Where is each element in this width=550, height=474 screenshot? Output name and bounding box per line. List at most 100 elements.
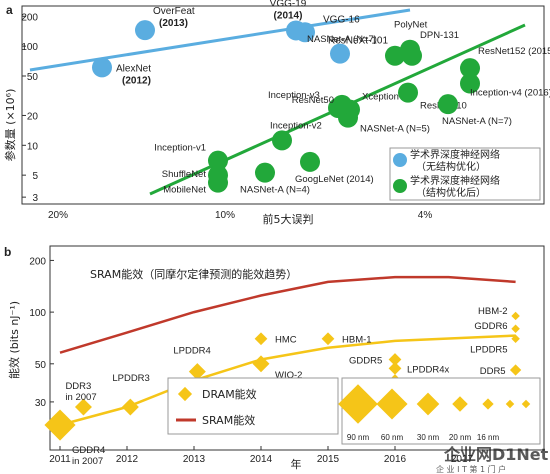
a-ytick-label: 200: [21, 12, 38, 23]
legend-sram-label: SRAM能效: [202, 413, 255, 427]
legend-blue-label: 学术界深度神经网络（无结构优化）: [410, 148, 500, 173]
green-point-label: ShuffleNet: [162, 169, 207, 180]
node-size-marker: [505, 399, 515, 409]
blue-point-year: (2014): [274, 10, 303, 21]
b-ytick-label: 100: [29, 308, 46, 319]
green-point: [300, 151, 320, 172]
dram-point: [44, 409, 76, 441]
green-point: [208, 150, 228, 171]
dram-point-label: HBM-2: [478, 306, 508, 317]
node-size-label: 60 nm: [381, 433, 404, 442]
panel-a-y-ticks: 3 5 10 20 50 100 200: [21, 12, 38, 204]
green-point: [255, 162, 275, 183]
panel-label-a: a: [6, 3, 13, 17]
dram-point: [388, 353, 402, 366]
green-point-label: Inception-v2: [270, 120, 322, 131]
green-point: [385, 45, 405, 66]
panel-b-x-label: 年: [291, 457, 302, 471]
b-ytick-label: 30: [35, 398, 47, 409]
node-size-label: 16 nm: [477, 433, 500, 442]
b-xtick-label: 2014: [250, 454, 273, 465]
dram-point-label: HMC: [275, 335, 297, 346]
dram-point-label: LPDDR3: [112, 373, 150, 384]
dram-point-label-year: in 2007: [72, 456, 103, 467]
dram-point-label: DDR3: [65, 381, 91, 392]
b-xtick-label: 2015: [317, 454, 340, 465]
b-ytick-label: 50: [35, 360, 47, 371]
panel-a-x-label: 前5大误判: [263, 212, 314, 226]
green-point-label: Inception-v4 (2016): [470, 88, 550, 99]
sram-annotation: SRAM能效（同摩尔定律预测的能效趋势）: [90, 267, 297, 281]
node-size-legend-items: 90 nm 60 nm 30 nm 20 nm 16 nm: [338, 384, 531, 442]
node-size-marker: [521, 399, 531, 409]
dram-point: [74, 398, 92, 416]
green-point-label: Xception: [362, 92, 399, 103]
a-ytick-label: 3: [32, 193, 38, 204]
green-point: [208, 172, 228, 193]
green-point: [460, 58, 480, 79]
dram-point-label: DDR5: [480, 366, 506, 377]
blue-point-label: AlexNet: [116, 63, 151, 74]
dram-point-label: HBM-1: [342, 335, 372, 346]
green-point-label: PolyNet: [394, 20, 428, 31]
legend-green-marker: [393, 179, 407, 193]
a-ytick-label: 5: [32, 171, 38, 182]
dram-point: [321, 332, 335, 346]
blue-trend-line: [29, 8, 411, 72]
blue-point: [330, 43, 350, 64]
dram-point-label: LPDDR4: [173, 346, 211, 357]
panel-a-y-label: 参数量 (×10⁶): [3, 89, 17, 162]
panel-a-x-ticks: 20% 10% 4%: [48, 210, 432, 221]
a-ytick-label: 10: [27, 141, 39, 152]
green-point-label: NASNet-A (N=7): [307, 34, 377, 45]
panel-b-y-ticks: 30 50 100 200: [29, 256, 54, 409]
dram-point-label-year: in 2007: [65, 392, 96, 403]
blue-point: [92, 57, 112, 78]
green-point-label: NASNet-A (N=4): [240, 185, 310, 196]
node-size-label: 20 nm: [449, 433, 472, 442]
dram-point-label: GDDR6: [474, 321, 507, 332]
node-size-label: 30 nm: [417, 433, 440, 442]
legend-dram-label: DRAM能效: [202, 387, 257, 401]
green-point: [398, 82, 418, 103]
a-xtick-label: 10%: [215, 210, 235, 221]
dram-point: [254, 332, 268, 346]
blue-point-year: (2012): [122, 75, 151, 86]
node-size-marker: [338, 384, 378, 424]
dram-point: [252, 355, 270, 373]
a-xtick-label: 4%: [418, 210, 433, 221]
legend-green-label: 学术界深度神经网络（结构优化后）: [410, 174, 500, 199]
dram-point: [511, 324, 520, 333]
dram-point: [511, 311, 520, 321]
sram-line: [59, 275, 516, 354]
green-point: [460, 73, 480, 94]
green-point: [332, 94, 352, 115]
green-point: [438, 94, 458, 115]
green-point-label: ResNet50: [292, 95, 334, 106]
green-point-label: DPN-131: [420, 30, 459, 41]
node-size-label: 90 nm: [347, 433, 370, 442]
panel-b-y-label: 能效 (bits nJ⁻¹): [7, 301, 21, 379]
dram-point: [511, 334, 520, 343]
dram-point: [188, 363, 206, 381]
green-point-label: NASNet-A (N=5): [360, 124, 430, 135]
green-point-label: Inception-v3: [268, 90, 320, 101]
b-xtick-label: 2011: [49, 454, 71, 465]
green-point-label: GoogLeNet (2014): [295, 174, 374, 185]
dram-point-label: LPDDR5: [470, 345, 508, 356]
node-size-marker: [482, 398, 494, 410]
green-point-label: MobileNet: [163, 185, 206, 196]
a-ytick-label: 50: [27, 72, 39, 83]
green-point: [402, 45, 422, 66]
node-size-legend: [341, 377, 541, 445]
b-xtick-label: 2013: [183, 454, 206, 465]
a-xtick-label: 20%: [48, 210, 68, 221]
blue-point-year: (2013): [159, 18, 188, 29]
green-point: [272, 130, 292, 151]
dram-point-label: GDDR5: [349, 355, 382, 366]
dram-point-label: GDDR4: [72, 445, 105, 456]
blue-point-label: OverFeat: [153, 6, 195, 17]
green-point-label: NASNet-A (N=7): [442, 116, 512, 127]
watermark-slogan: 企 业 I T 第 1 门 户: [436, 464, 506, 474]
b-xtick-label: 2012: [116, 454, 139, 465]
